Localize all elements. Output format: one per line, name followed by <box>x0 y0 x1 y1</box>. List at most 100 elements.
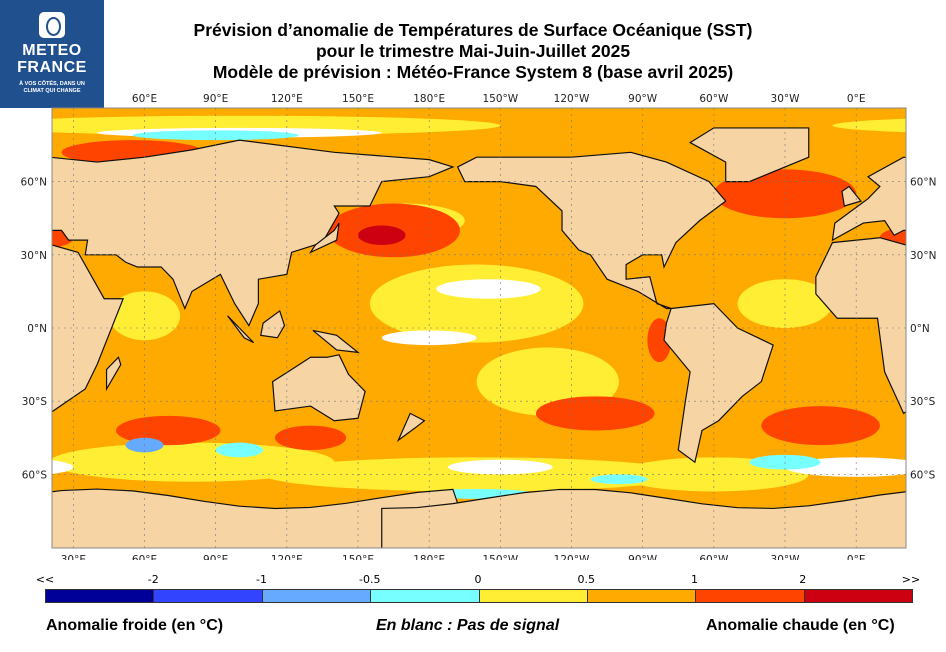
colorbar-label: -1 <box>256 573 267 586</box>
lat-label-left: 30°N <box>21 250 47 262</box>
colorbar-label: 2 <box>799 573 807 586</box>
lon-label-bottom: 150°W <box>483 554 519 560</box>
legend-no-signal: En blanc : Pas de signal <box>376 617 560 634</box>
lon-label-top: 90°E <box>203 93 228 105</box>
anomaly-region <box>448 459 553 475</box>
lon-label-bottom: 90°W <box>628 554 658 560</box>
land-newguinea <box>312 329 361 354</box>
colorbar-segment <box>696 590 805 602</box>
colorbar-segment <box>479 590 588 602</box>
lat-label-left: 60°N <box>21 177 47 189</box>
anomaly-region <box>108 291 181 341</box>
anomaly-region <box>369 264 584 343</box>
lon-label-bottom: 120°W <box>554 554 590 560</box>
land-japan <box>308 222 340 254</box>
anomaly-region <box>0 169 2 218</box>
sst-anomaly-map: 60°E 90°E 120°E 150°E 180°E 150°W 120°W 90°W 60°… <box>0 93 946 560</box>
lon-label-top: 60°W <box>699 93 729 105</box>
anomaly-region <box>263 457 691 492</box>
anomaly-region <box>832 118 906 133</box>
land-sumatra <box>227 315 255 344</box>
lon-label-top: 150°E <box>342 93 374 105</box>
logo-name-2: FRANCE <box>17 59 87 76</box>
lon-label-top: 120°E <box>271 93 303 105</box>
lat-label-right: 60°S <box>910 469 936 481</box>
lon-label-bottom: 60°E <box>132 554 157 560</box>
anomaly-region <box>358 225 406 246</box>
anomaly-region <box>737 279 833 328</box>
lon-label-top: 150°W <box>483 93 519 105</box>
colorbar-segment <box>46 590 155 602</box>
land-australia <box>271 354 366 422</box>
anomaly-region <box>274 425 347 450</box>
land-uk <box>841 185 862 207</box>
anomaly-region <box>0 406 26 445</box>
land-uk <box>0 186 7 206</box>
logo-tagline-2: CLIMAT QUI CHANGE <box>23 88 81 94</box>
lon-label-top: 30°W <box>771 93 801 105</box>
lon-label-bottom: 150°E <box>342 554 374 560</box>
anomaly-region <box>761 406 880 446</box>
colorbar-segment <box>154 590 263 602</box>
lon-label-bottom: 0°E <box>847 554 866 560</box>
title-line-1: Prévision d’anomalie de Températures de … <box>193 20 753 40</box>
anomaly-region <box>915 140 946 164</box>
lat-label-right: 60°N <box>910 177 936 189</box>
lon-label-top: 120°W <box>554 93 590 105</box>
map-title: Prévision d’anomalie de Températures de … <box>120 20 826 83</box>
colorbar-label: 0 <box>474 573 482 586</box>
land-antarctica <box>381 488 906 548</box>
colorbar-label: 0.5 <box>577 573 596 586</box>
lat-label-left: 30°S <box>22 396 48 408</box>
land-antarctica <box>52 488 474 548</box>
map-frame <box>51 107 907 549</box>
colorbar-label: << <box>35 573 55 586</box>
lon-label-top: 180°E <box>413 93 445 105</box>
land-namerica <box>456 151 727 310</box>
land-samerica <box>663 302 774 464</box>
lon-label-top: 60°E <box>132 93 157 105</box>
anomaly-region <box>132 130 299 141</box>
legend-warm: Anomalie chaude (en °C) <box>706 617 895 634</box>
colorbar-label: -2 <box>147 573 159 586</box>
land-madagascar <box>105 356 122 392</box>
colorbar-label: -0.5 <box>359 573 381 586</box>
anomaly-region <box>436 279 541 299</box>
anomaly-region <box>52 460 74 475</box>
lon-label-bottom: 90°E <box>203 554 228 560</box>
land-africa <box>815 237 906 415</box>
title-line-2: pour le trimestre Mai-Juin-Juillet 2025 <box>315 41 631 61</box>
lon-label-bottom: 30°E <box>61 554 86 560</box>
colorbar <box>45 589 913 603</box>
lat-label-left: 60°S <box>22 469 48 481</box>
colorbar-segment <box>587 590 697 602</box>
colorbar-segment <box>371 590 480 602</box>
logo-tagline-1: À VOS CÔTÉS, DANS UN <box>19 81 85 87</box>
legend-cold: Anomalie froide (en °C) <box>46 617 224 634</box>
lon-label-top: 90°W <box>628 93 658 105</box>
colorbar-segment <box>262 590 372 602</box>
anomaly-region <box>590 474 648 485</box>
anomaly-region <box>116 415 221 446</box>
anomaly-region <box>215 442 264 458</box>
logo-name-1: METEO <box>22 42 82 59</box>
lon-label-bottom: 60°W <box>699 554 729 560</box>
meteo-france-logo: METEO FRANCE À VOS CÔTÉS, DANS UN CLIMAT … <box>0 0 104 108</box>
colorbar-label: >> <box>901 573 921 586</box>
lat-label-right: 30°S <box>910 396 936 408</box>
colorbar-label: 1 <box>691 573 698 586</box>
lat-label-right: 0°N <box>910 323 930 335</box>
logo-icon <box>39 12 65 38</box>
lon-label-bottom: 30°W <box>771 554 801 560</box>
anomaly-region <box>535 396 655 431</box>
land-greenland <box>688 127 810 183</box>
lat-label-left: 0°N <box>27 323 47 335</box>
lat-label-right: 30°N <box>910 250 936 262</box>
land-eurasia <box>831 156 906 242</box>
lon-label-bottom: 180°E <box>413 554 445 560</box>
lon-label-top: 0°E <box>847 93 866 105</box>
land-borneo <box>260 309 286 339</box>
anomaly-region <box>52 442 335 482</box>
colorbar-segment <box>804 590 912 602</box>
land-newzealand <box>396 412 426 443</box>
